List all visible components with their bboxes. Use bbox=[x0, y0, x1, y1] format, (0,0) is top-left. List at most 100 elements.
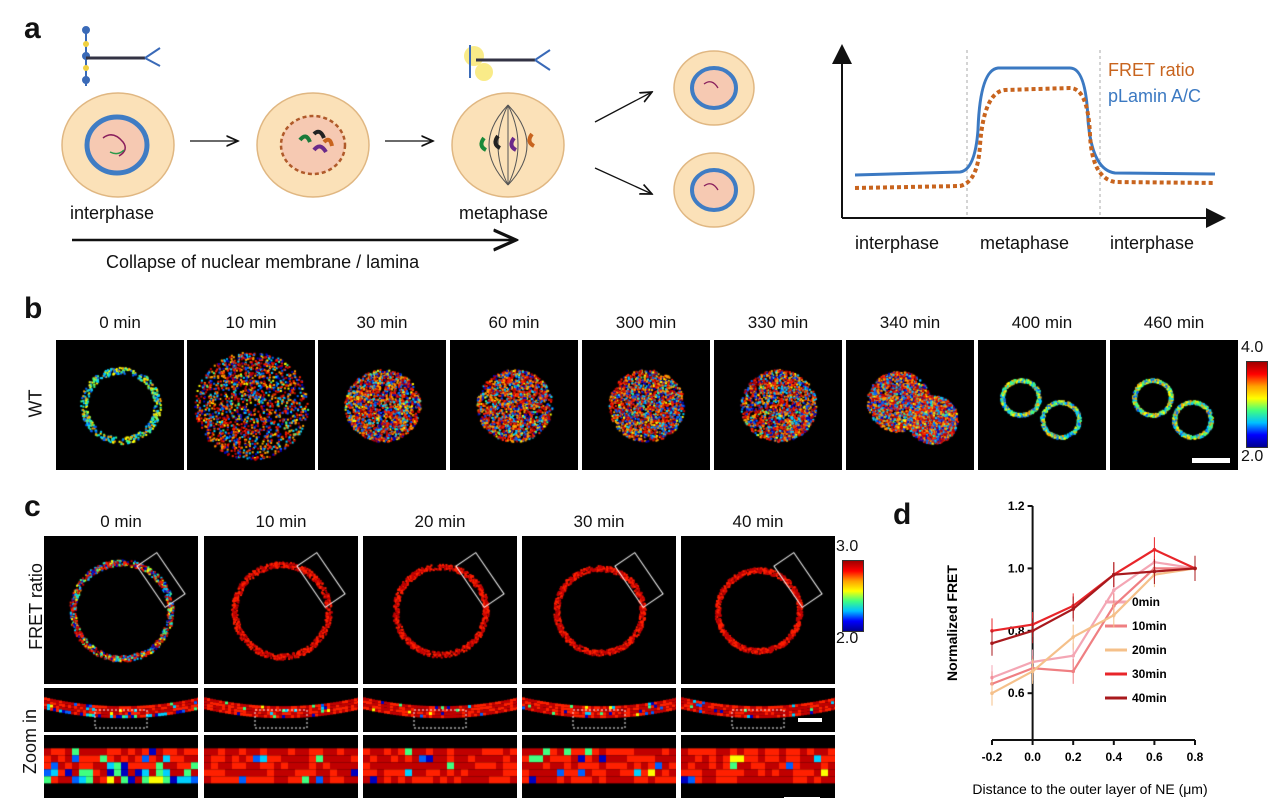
schematic-graph bbox=[832, 44, 1226, 228]
normalized-fret-chart: 0.60.81.01.2-0.2 0.0 0.2 0.4 0.6 0.8Normalize… bbox=[944, 499, 1208, 797]
colorbar-c bbox=[842, 560, 864, 632]
legend-plamin: pLamin A/C bbox=[1108, 86, 1202, 106]
panel-c-zoom-image bbox=[363, 688, 517, 732]
data-point bbox=[1071, 653, 1075, 658]
panel-b-micrograph bbox=[1110, 340, 1238, 470]
x-tick-label: 0.6 bbox=[1146, 750, 1163, 764]
panel-b-time-label: 10 min bbox=[225, 313, 277, 332]
y-tick-label: 1.2 bbox=[1008, 499, 1025, 513]
panel-c-zoom-image bbox=[44, 688, 198, 732]
panel-b-time-label: 340 min bbox=[879, 313, 941, 332]
series-line-30min bbox=[991, 548, 1196, 632]
data-point bbox=[1030, 629, 1035, 633]
panel-c-micrograph bbox=[363, 536, 517, 684]
panel-b-micrograph bbox=[187, 340, 315, 470]
panel-c-zoom-image bbox=[522, 735, 676, 798]
data-point bbox=[1152, 569, 1157, 574]
x-tick-label: 0.4 bbox=[1105, 750, 1122, 764]
wt-row-label: WT bbox=[25, 389, 46, 418]
panel-b-micrograph bbox=[846, 340, 974, 470]
colorbar-c-max: 3.0 bbox=[836, 538, 859, 555]
panel-b-time-label: 60 min bbox=[488, 313, 540, 332]
daughter-cell-top-icon bbox=[673, 50, 755, 126]
panel-b-micrograph bbox=[318, 340, 446, 470]
y-tick-label: 0.6 bbox=[1008, 686, 1025, 700]
legend-label: 30min bbox=[1132, 667, 1167, 681]
panel-c-zoom-image bbox=[44, 735, 198, 798]
scale-bar bbox=[798, 718, 822, 722]
graph-x-label-3: interphase bbox=[1110, 233, 1195, 253]
panel-b-micrograph bbox=[714, 340, 842, 470]
x-tick-label: 0.0 bbox=[1024, 750, 1041, 764]
metaphase-cell-icon bbox=[451, 92, 565, 198]
panel-b-time-label: 30 min bbox=[356, 313, 408, 332]
data-point bbox=[1112, 588, 1116, 593]
panel-a-schematic bbox=[61, 26, 755, 280]
panel-c-zoom-image bbox=[204, 735, 358, 798]
panel-d-letter: d bbox=[893, 498, 912, 531]
panel-b-micrograph bbox=[582, 340, 710, 470]
panel-c-time-label: 40 min bbox=[732, 512, 784, 531]
data-point bbox=[1071, 607, 1075, 611]
panel-b-time-label: 330 min bbox=[747, 313, 809, 332]
lamin-fret-probe-bright-icon bbox=[464, 45, 551, 81]
data-point bbox=[990, 641, 994, 646]
panel-c-time-label: 20 min bbox=[414, 512, 466, 531]
data-point bbox=[1112, 613, 1116, 617]
interphase-label: interphase bbox=[70, 203, 155, 223]
series-line-40min bbox=[991, 567, 1196, 645]
data-point bbox=[990, 629, 994, 633]
daughter-cell-bottom-icon bbox=[673, 152, 755, 228]
data-point bbox=[1193, 566, 1197, 571]
panel-c-micrograph bbox=[44, 536, 198, 684]
x-tick-label: 0.8 bbox=[1187, 750, 1204, 764]
x-tick-label: -0.2 bbox=[982, 750, 1003, 764]
panel-b-time-label: 0 min bbox=[99, 313, 141, 332]
panel-c-zoom-image bbox=[522, 688, 676, 732]
metaphase-label: metaphase bbox=[459, 203, 549, 223]
prophase-cell-icon bbox=[256, 92, 370, 198]
series-line-0min bbox=[991, 561, 1196, 679]
series-line-20min bbox=[991, 567, 1196, 695]
panel-b-micrograph bbox=[450, 340, 578, 470]
interphase-cell-icon bbox=[61, 92, 175, 198]
scale-bar bbox=[1192, 458, 1230, 463]
zoom-in-row-label: Zoom in bbox=[20, 708, 41, 775]
data-point bbox=[1071, 635, 1075, 639]
series-line-10min bbox=[991, 567, 1195, 685]
panel-c-time-label: 30 min bbox=[573, 512, 625, 531]
panel-c-letter: c bbox=[24, 490, 41, 523]
colorbar-c-min: 2.0 bbox=[836, 630, 859, 647]
collapse-label: Collapse of nuclear membrane / lamina bbox=[106, 252, 420, 272]
graph-x-label-2: metaphase bbox=[980, 233, 1070, 253]
panel-c-micrograph bbox=[522, 536, 676, 684]
panel-c-micrograph bbox=[204, 536, 358, 684]
data-point bbox=[990, 691, 994, 695]
colorbar-b bbox=[1246, 361, 1268, 448]
panel-c-zoom-image bbox=[363, 735, 517, 798]
legend-label: 0min bbox=[1132, 595, 1160, 609]
data-point bbox=[1112, 572, 1116, 577]
panel-b-micrograph bbox=[978, 340, 1106, 470]
panel-b-time-label: 400 min bbox=[1011, 313, 1073, 332]
x-tick-label: 0.2 bbox=[1065, 750, 1082, 764]
x-axis-title: Distance to the outer layer of NE (μm) bbox=[972, 781, 1207, 797]
panel-c-zoom-image bbox=[681, 735, 835, 798]
lamin-fret-probe-icon bbox=[82, 26, 161, 86]
legend-fret-ratio: FRET ratio bbox=[1108, 60, 1195, 80]
panel-c-micrograph bbox=[681, 536, 835, 684]
legend-label: 40min bbox=[1132, 691, 1167, 705]
panel-c-time-label: 0 min bbox=[100, 512, 142, 531]
y-axis-title: Normalized FRET bbox=[944, 565, 960, 681]
panel-c-zoom-image bbox=[204, 688, 358, 732]
data-point bbox=[1071, 669, 1075, 674]
scale-bar bbox=[784, 797, 820, 801]
legend-label: 10min bbox=[1132, 619, 1167, 633]
panel-c-zoom-image bbox=[681, 688, 835, 732]
panel-b-time-label: 460 min bbox=[1143, 313, 1205, 332]
data-point bbox=[1152, 547, 1157, 552]
panel-b-micrograph bbox=[56, 340, 184, 470]
plamin-curve bbox=[854, 66, 1216, 177]
panel-a-letter: a bbox=[24, 12, 41, 45]
panel-b-letter: b bbox=[24, 292, 43, 325]
